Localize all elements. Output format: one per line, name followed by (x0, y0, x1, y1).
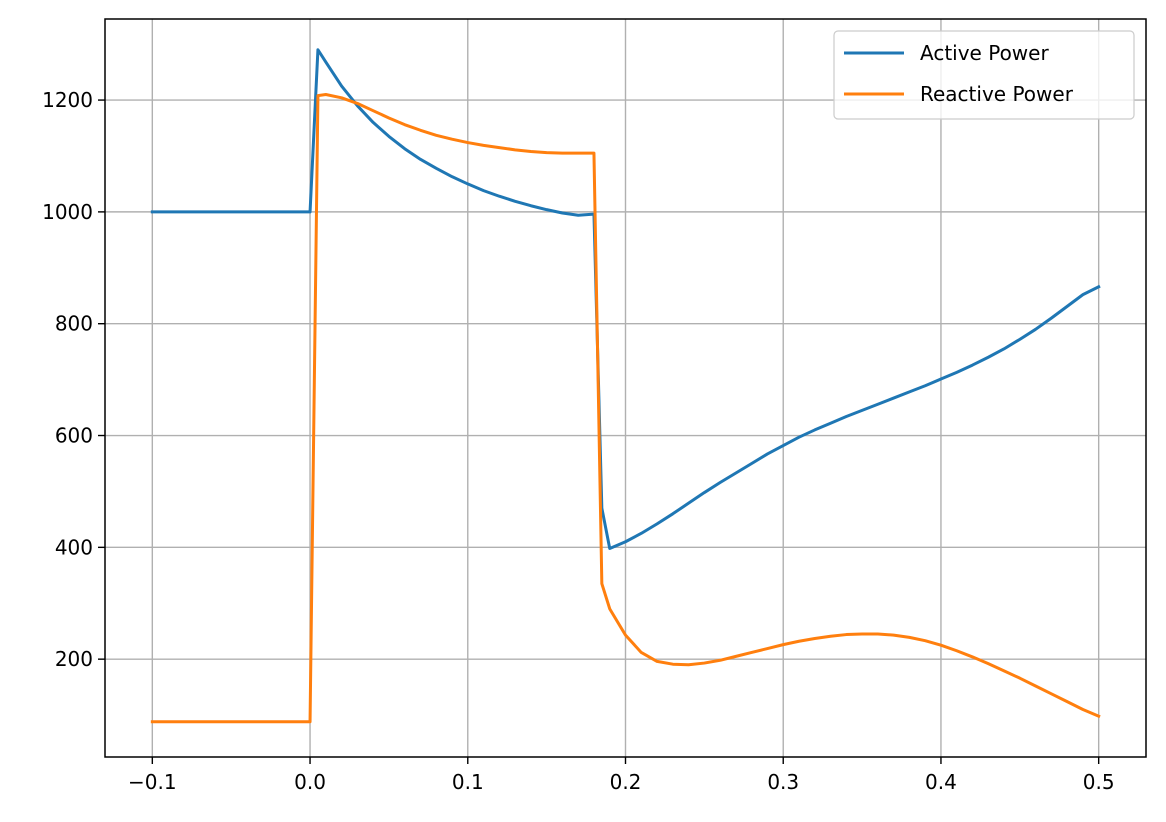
x-tick-label: 0.1 (452, 770, 484, 794)
series-line-active-power (150, 48, 1101, 550)
y-tick-label: 1200 (42, 88, 93, 112)
x-tick-label: 0.2 (610, 770, 642, 794)
y-tick-label: 800 (55, 312, 93, 336)
series-lines (150, 48, 1101, 724)
y-tick-label: 1000 (42, 200, 93, 224)
legend: Active Power Reactive Power (833, 30, 1135, 120)
x-tick-label: 0.0 (294, 770, 326, 794)
y-tick-label: 200 (55, 647, 93, 671)
legend-label-active-power: Active Power (920, 41, 1049, 65)
x-tick-label: 0.3 (767, 770, 799, 794)
x-tick-label: 0.4 (925, 770, 957, 794)
series-line-reactive-power (150, 92, 1101, 724)
y-tick-label: 600 (55, 424, 93, 448)
legend-box (833, 30, 1135, 120)
x-tick-label: 0.5 (1083, 770, 1115, 794)
y-tick-label: 400 (55, 535, 93, 559)
legend-label-reactive-power: Reactive Power (920, 82, 1074, 106)
axis-ticks: −0.1 0.0 0.1 0.2 0.3 0.4 0.5 200 400 600 800 1000 12… (42, 88, 1114, 794)
x-tick-label: −0.1 (128, 770, 177, 794)
